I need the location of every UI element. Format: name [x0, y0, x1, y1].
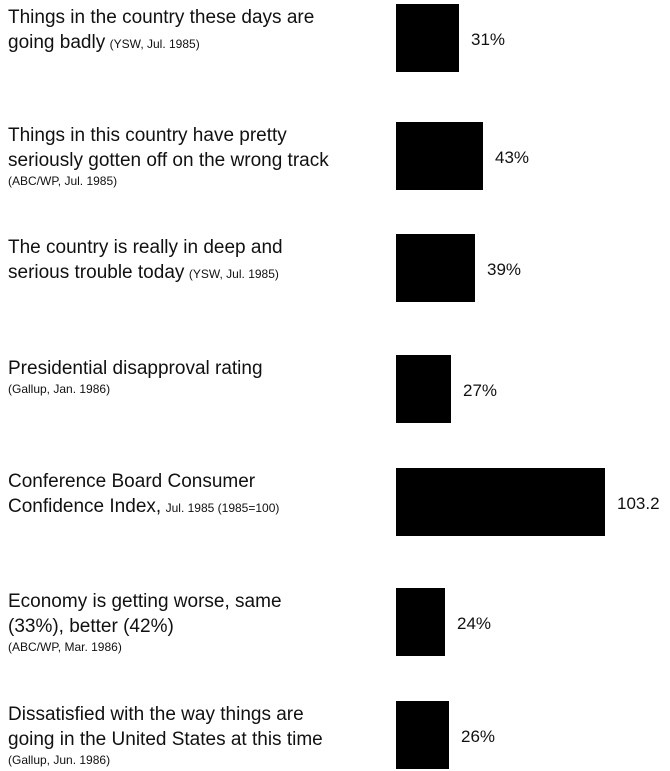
bar — [396, 4, 459, 72]
value-label: 43% — [495, 148, 530, 167]
bar — [396, 588, 445, 656]
label-line: Presidential disapproval rating — [8, 358, 263, 379]
label-source: (YSW, Jul. 1985) — [109, 37, 200, 51]
row-label: Things in the country these days are goin… — [8, 6, 388, 56]
label-line: Dissatisfied with the way things are — [8, 704, 304, 725]
row-label: Economy is getting worse, same (33%), bet… — [8, 590, 388, 654]
label-line: The country is really in deep and — [8, 237, 283, 258]
label-line: Confidence Index, — [8, 496, 162, 517]
label-line: Things in this country have pretty — [8, 125, 287, 146]
value-label: 24% — [457, 614, 492, 633]
value-label: 39% — [487, 260, 522, 279]
row-label: Dissatisfied with the way things are goin… — [8, 703, 388, 767]
label-line: (33%), better (42%) — [8, 616, 174, 637]
label-source: (ABC/WP, Mar. 1986) — [8, 640, 122, 654]
label-line: Economy is getting worse, same — [8, 591, 282, 612]
label-source: (ABC/WP, Jul. 1985) — [8, 174, 118, 188]
label-source: (Gallup, Jun. 1986) — [8, 753, 111, 767]
label-line: Conference Board Consumer — [8, 471, 256, 492]
label-line: serious trouble today — [8, 262, 185, 283]
label-source: (YSW, Jul. 1985) — [188, 267, 279, 281]
label-line: going badly — [8, 32, 106, 53]
bar — [396, 701, 449, 769]
bar — [396, 355, 451, 423]
row-label: Presidential disapproval rating (Gallup, … — [8, 357, 388, 396]
label-line: Things in the country these days are — [8, 7, 315, 28]
bar — [396, 234, 475, 302]
row-label: The country is really in deep and serious… — [8, 236, 388, 286]
row-label: Things in this country have pretty seriou… — [8, 124, 388, 188]
label-line: going in the United States at this time — [8, 729, 323, 750]
label-line: seriously gotten off on the wrong track — [8, 150, 329, 171]
bar — [396, 122, 483, 190]
bar — [396, 468, 605, 536]
value-label: 31% — [471, 30, 506, 49]
label-source: (Gallup, Jan. 1986) — [8, 382, 111, 396]
value-label: 26% — [461, 727, 496, 746]
row-label: Conference Board Consumer Confidence Inde… — [8, 470, 388, 520]
value-label: 27% — [463, 381, 498, 400]
label-source: Jul. 1985 (1985=100) — [165, 501, 280, 515]
value-label: 103.2 — [617, 494, 660, 513]
